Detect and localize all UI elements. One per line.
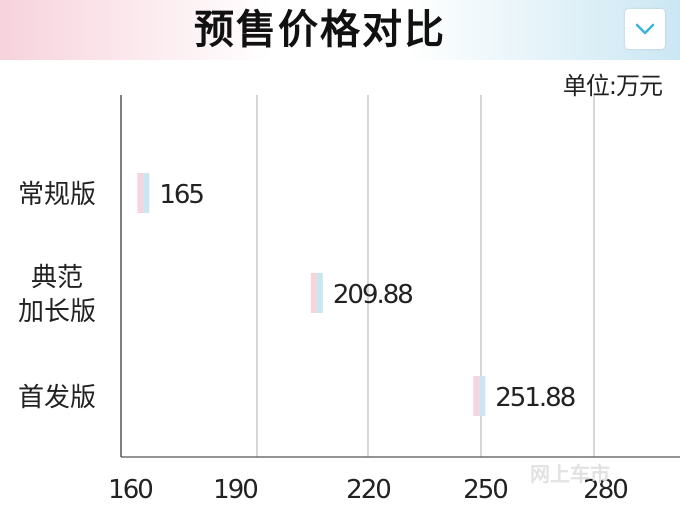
header-banner: 预售价格对比 [0,0,680,60]
page-title: 预售价格对比 [194,7,446,53]
bar-right-segment [143,173,150,213]
bar-left-segment [310,273,317,313]
bar-right-segment [316,273,323,313]
bar-left-segment [137,173,144,213]
data-label: 251.88 [495,383,574,413]
chevron-down-icon [635,23,655,35]
x-tick-label: 250 [463,475,507,505]
data-label: 209.88 [333,280,412,310]
dropdown-button[interactable] [625,9,665,49]
x-tick-label: 220 [346,475,390,505]
bar-left-segment [473,376,480,416]
bar-right-segment [479,376,486,416]
x-tick-label: 280 [583,475,627,505]
category-label: 首发版 [18,383,96,413]
watermark-text: 网上车市 [530,462,610,486]
x-tick-label: 190 [213,475,257,505]
x-tick-label: 160 [108,475,152,505]
category-label: 加长版 [18,297,96,327]
data-label: 165 [159,180,203,210]
category-label: 典范 [31,263,83,293]
unit-label: 单位:万元 [562,72,663,100]
watermark-logo: 网上车市 [530,458,610,487]
category-label: 常规版 [18,180,96,210]
